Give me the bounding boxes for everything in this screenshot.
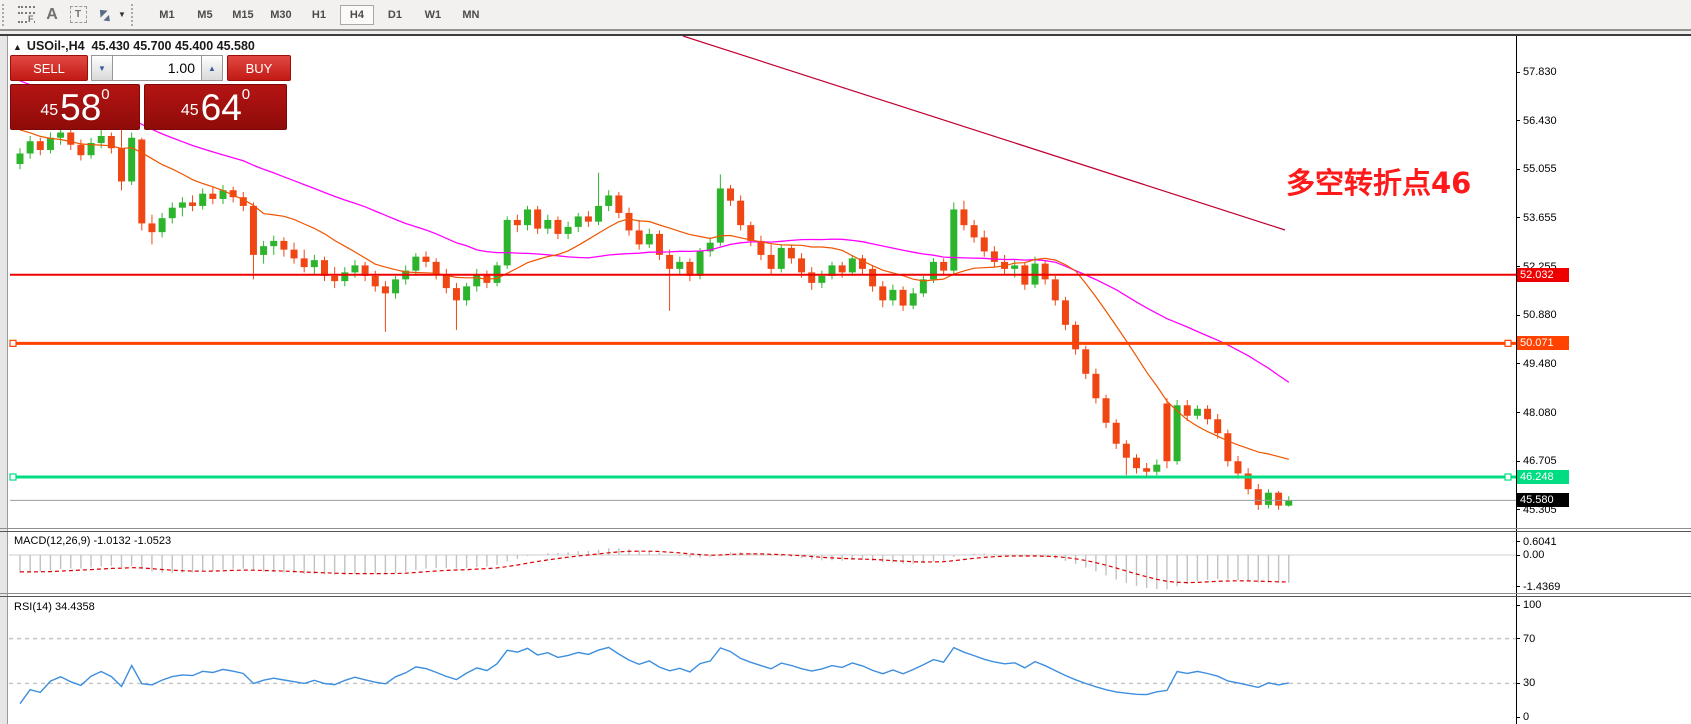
bid-price-major: 45 [40, 102, 59, 119]
ask-price-point: 0 [241, 86, 251, 103]
axis-tick [1516, 586, 1520, 588]
main-price-chart[interactable] [9, 36, 1516, 528]
timeframe-button-h1[interactable]: H1 [311, 8, 326, 21]
window-border [0, 30, 1691, 31]
price-tick-label: 55.055 [1523, 163, 1557, 176]
axis-tick [1516, 541, 1520, 543]
axis-tick [1516, 604, 1520, 606]
collapse-triangle-icon[interactable]: ▲ [13, 42, 22, 52]
axis-tick [1516, 217, 1520, 219]
bid-price-pips: 58 [60, 87, 102, 128]
axis-tick [1516, 554, 1520, 556]
price-tick-label: 57.830 [1523, 66, 1557, 78]
panel-separator[interactable] [0, 531, 1691, 532]
price-level-badge: 45.580 [1517, 493, 1569, 508]
axis-tick [1516, 71, 1520, 73]
axis-tick [1516, 266, 1520, 268]
axis-tick [1516, 412, 1520, 414]
timeframe-button-m1[interactable]: M1 [159, 8, 175, 21]
macd-axis-label: 0.6041 [1523, 535, 1557, 548]
axis-tick [1516, 120, 1520, 122]
price-level-badge: 52.032 [1517, 267, 1569, 282]
timeframe-button-w1[interactable]: W1 [424, 8, 442, 21]
chart-window [0, 30, 1691, 724]
rsi-panel-chart[interactable] [9, 598, 1516, 724]
buy-button[interactable]: BUY [227, 55, 291, 81]
rsi-indicator-label: RSI(14) 34.4358 [14, 601, 95, 613]
timeframe-button-h4[interactable]: H4 [339, 4, 374, 25]
timeframe-button-d1[interactable]: D1 [387, 8, 402, 21]
ask-price-tile[interactable]: 45 64 0 [144, 84, 287, 130]
chevron-down-icon[interactable]: ▼ [118, 10, 126, 19]
fibonacci-grid-glyph: F [17, 6, 35, 24]
axis-tick [1516, 509, 1520, 511]
panel-separator[interactable] [0, 593, 1691, 594]
window-border [0, 34, 1691, 36]
ask-price-major: 45 [180, 102, 199, 119]
axis-tick [1516, 716, 1520, 718]
toolbar-grip-2[interactable] [130, 3, 138, 26]
ask-price-pips: 64 [200, 87, 242, 128]
volume-increase-button[interactable]: ▲ [201, 55, 223, 81]
axis-tick [1516, 682, 1520, 684]
toolbar-grip[interactable] [2, 3, 9, 26]
price-tick-label: 50.880 [1523, 309, 1557, 322]
text-box-icon[interactable]: T [65, 3, 91, 27]
symbol-period: USOil-,H4 [26, 39, 85, 53]
price-axis-border [1516, 36, 1517, 724]
price-level-badge: 50.071 [1517, 336, 1569, 351]
axis-tick [1516, 460, 1520, 462]
timeframe-button-mn[interactable]: MN [462, 8, 480, 21]
fibonacci-lines-icon[interactable]: F [13, 3, 39, 27]
timeframe-button-m5[interactable]: M5 [197, 8, 213, 21]
window-border [0, 31, 1691, 34]
axis-tick [1516, 168, 1520, 170]
price-tick-label: 49.480 [1523, 357, 1557, 370]
timeframe-button-m30[interactable]: M30 [270, 8, 292, 21]
price-tick-label: 48.080 [1523, 406, 1557, 419]
bid-price-point: 0 [101, 86, 110, 103]
rsi-axis-label: 30 [1523, 677, 1536, 690]
rsi-axis-label: 100 [1523, 599, 1542, 611]
panel-separator[interactable] [0, 528, 1691, 529]
axis-tick [1516, 638, 1520, 640]
timeframe-buttons: M1 M5 M15 M30 H1 H4 D1 W1 MN [148, 4, 490, 25]
macd-axis-label: -1.4369 [1523, 580, 1561, 593]
price-tick-label: 46.705 [1523, 455, 1557, 468]
axis-tick [1516, 314, 1520, 316]
chart-text-annotation: 多空转折点46 [1286, 166, 1472, 200]
quote-ohlc: 45.430 45.700 45.400 45.580 [91, 39, 255, 53]
timeframe-button-m15[interactable]: M15 [232, 8, 254, 21]
bid-price-tile[interactable]: 45 58 0 [10, 84, 140, 130]
volume-decrease-button[interactable]: ▼ [91, 55, 113, 81]
left-edge-strip [0, 36, 8, 724]
sell-button[interactable]: SELL [10, 55, 88, 81]
one-click-trading-panel: SELL ▼ 1.00 ▲ BUY 45 58 0 45 64 0 [10, 55, 292, 130]
text-label-icon[interactable]: A [46, 5, 58, 23]
rsi-axis-label: 0 [1523, 711, 1530, 724]
price-level-badge: 46.248 [1517, 470, 1569, 485]
volume-input[interactable]: 1.00 [113, 55, 201, 81]
price-tick-label: 56.430 [1523, 114, 1557, 127]
quote-header[interactable]: ▲ USOil-,H4 45.430 45.700 45.400 45.580 [13, 39, 255, 53]
macd-indicator-label: MACD(12,26,9) -1.0132 -1.0523 [14, 535, 172, 547]
toolbar: F A T ▼ M1 M5 M15 M30 H1 H4 D1 W1 MN [0, 0, 1691, 30]
macd-axis-label: 0.00 [1523, 549, 1545, 561]
rsi-axis-label: 70 [1523, 632, 1536, 645]
price-tick-label: 53.655 [1523, 211, 1557, 224]
macd-panel-chart[interactable] [9, 533, 1516, 592]
axis-tick [1516, 363, 1520, 365]
panel-separator[interactable] [0, 596, 1691, 597]
arrow-objects-icon[interactable] [91, 3, 117, 27]
